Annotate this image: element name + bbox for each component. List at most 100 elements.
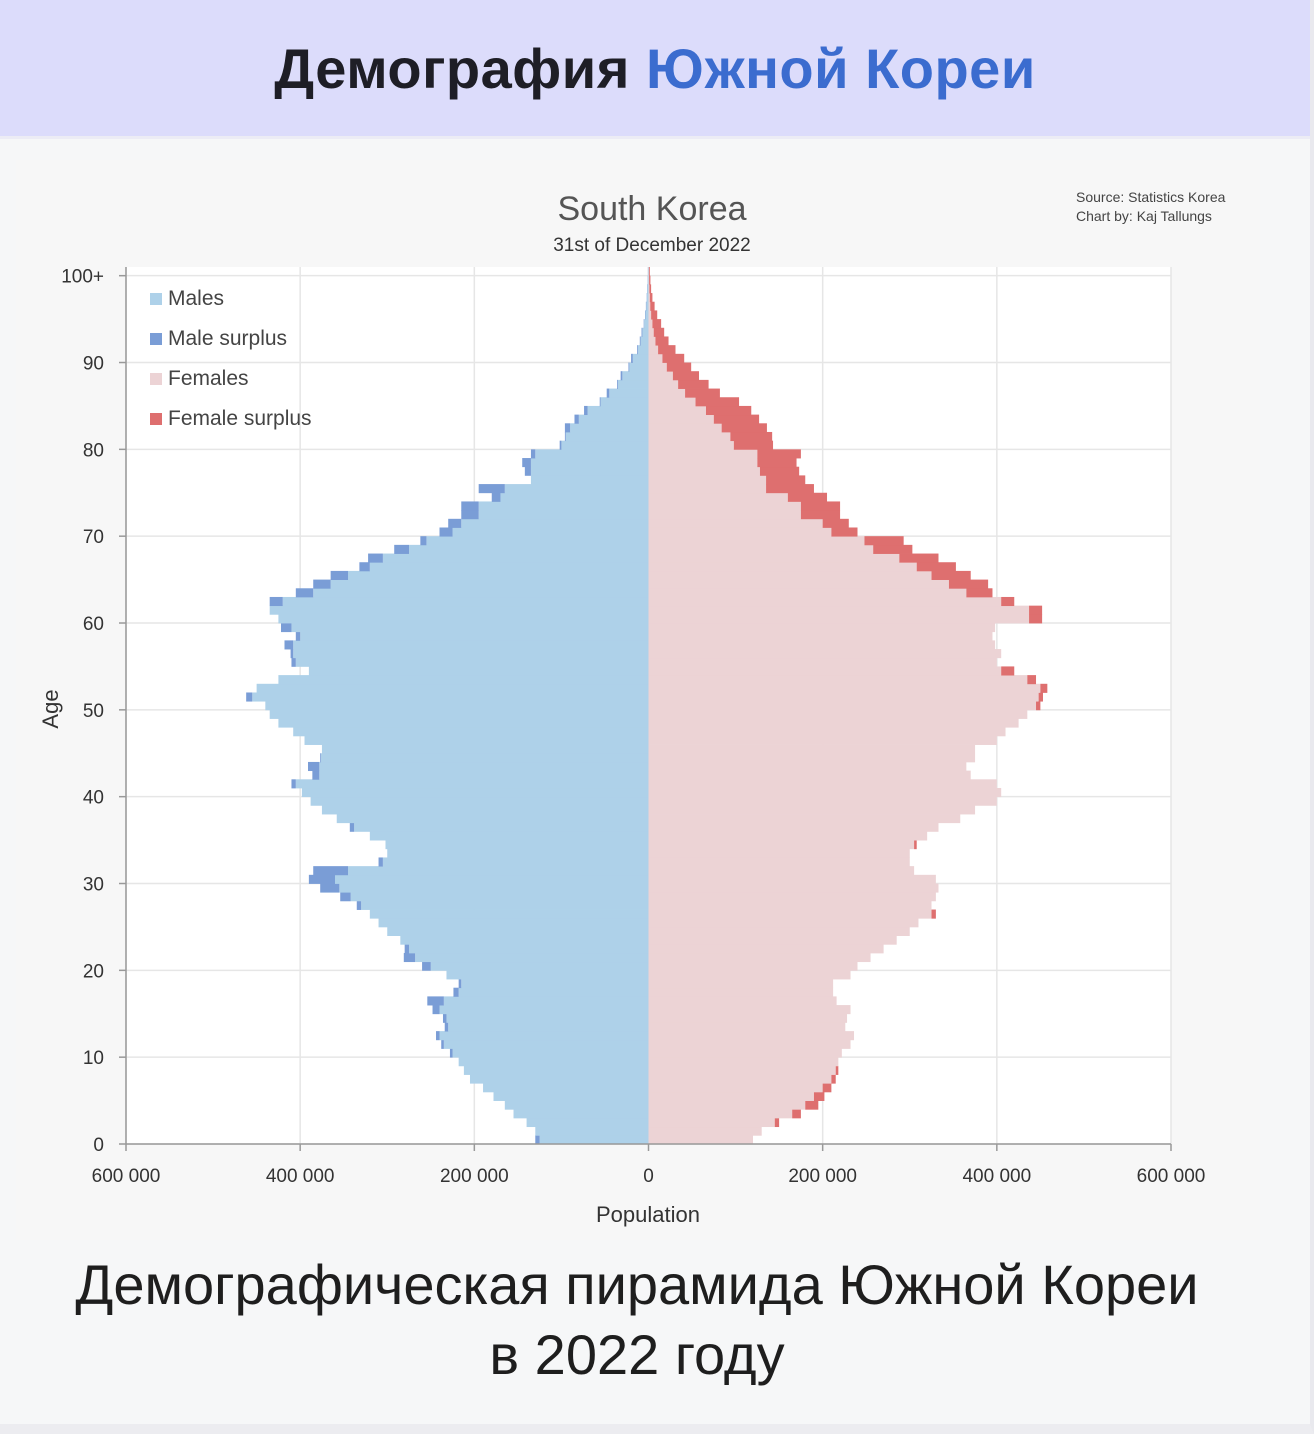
male-bar — [493, 1091, 649, 1101]
female-bar — [648, 666, 1002, 676]
male-bar — [378, 918, 649, 928]
male-bar — [443, 1039, 649, 1049]
male-surplus-bar — [599, 397, 601, 407]
male-bar — [622, 371, 649, 381]
male-bar — [463, 1065, 649, 1075]
male-surplus-bar — [631, 353, 633, 363]
male-bar — [565, 431, 649, 442]
male-bar — [646, 301, 649, 311]
female-bar — [648, 848, 910, 858]
female-bar — [648, 527, 832, 537]
male-bar — [446, 970, 649, 980]
male-bar — [645, 310, 649, 320]
legend-label: Males — [168, 287, 224, 310]
page-header: Демография Южной Кореи — [0, 0, 1310, 139]
male-bar — [293, 640, 649, 650]
female-bar — [648, 814, 961, 824]
male-bar — [369, 831, 649, 841]
male-bar — [629, 362, 649, 372]
male-bar — [319, 761, 649, 772]
y-tick-label: 10 — [83, 1048, 104, 1069]
male-surplus-bar — [403, 952, 416, 963]
female-bar — [648, 987, 834, 997]
male-bar — [361, 900, 649, 910]
male-surplus-bar — [295, 631, 301, 641]
female-surplus-bar — [766, 475, 806, 485]
female-bar — [648, 1091, 814, 1101]
female-surplus-bar — [672, 371, 700, 381]
male-bar — [301, 787, 649, 798]
female-bar — [648, 388, 686, 398]
male-bar — [415, 952, 649, 963]
male-surplus-bar — [420, 536, 427, 546]
female-surplus-bar — [1027, 675, 1037, 685]
female-bar — [648, 753, 976, 763]
male-bar — [426, 536, 649, 546]
legend-swatch — [150, 293, 162, 305]
female-bar — [648, 770, 971, 780]
male-bar — [609, 388, 649, 398]
male-bar — [570, 423, 649, 433]
male-surplus-bar — [522, 458, 531, 468]
female-surplus-bar — [948, 579, 989, 589]
male-surplus-bar — [461, 510, 479, 520]
male-bar — [321, 753, 649, 763]
male-surplus-bar — [530, 449, 536, 459]
x-axis-label: Population — [596, 1202, 700, 1227]
y-tick-label: 80 — [83, 440, 104, 461]
female-bar — [648, 275, 650, 285]
female-surplus-bar — [805, 1100, 819, 1110]
female-surplus-bar — [730, 431, 773, 442]
female-surplus-bar — [649, 284, 652, 294]
male-surplus-bar — [368, 553, 383, 563]
male-surplus-bar — [281, 623, 292, 633]
page-title: Демография Южной Кореи — [274, 36, 1036, 101]
female-surplus-bar — [648, 267, 650, 277]
male-bar — [256, 683, 649, 693]
female-surplus-bar — [1001, 666, 1015, 676]
male-surplus-bar — [308, 874, 335, 884]
male-bar — [504, 484, 649, 494]
female-surplus-bar — [757, 449, 801, 459]
female-bar — [648, 692, 1039, 702]
female-bar — [648, 909, 932, 919]
male-bar — [561, 440, 649, 450]
male-surplus-bar — [313, 866, 349, 876]
male-bar — [382, 857, 649, 867]
female-bar — [648, 1031, 855, 1041]
male-surplus-bar — [349, 822, 355, 832]
female-surplus-bar — [931, 909, 936, 919]
male-surplus-bar — [628, 362, 630, 372]
male-surplus-bar — [246, 692, 253, 702]
female-bar — [648, 796, 997, 806]
female-surplus-bar — [759, 466, 800, 476]
male-bar — [458, 1057, 649, 1067]
male-bar — [354, 822, 649, 832]
male-bar — [578, 414, 649, 424]
male-bar — [530, 458, 649, 468]
male-bar — [348, 866, 649, 876]
male-surplus-bar — [448, 518, 462, 528]
male-surplus-bar — [340, 892, 351, 902]
female-bar — [648, 605, 1030, 615]
y-tick-label: 40 — [83, 788, 104, 809]
female-surplus-bar — [774, 1117, 780, 1128]
male-bar — [647, 275, 649, 285]
female-surplus-bar — [1038, 692, 1043, 702]
male-bar — [335, 874, 649, 884]
female-bar — [648, 449, 758, 459]
female-bar — [648, 1039, 851, 1049]
female-surplus-bar — [658, 345, 676, 355]
male-bar — [446, 1013, 649, 1023]
female-surplus-bar — [899, 553, 939, 563]
male-surplus-bar — [427, 996, 444, 1006]
female-bar — [648, 805, 976, 815]
female-bar — [648, 1135, 753, 1145]
male-surplus-bar — [308, 761, 320, 772]
female-bar — [648, 744, 976, 754]
source-line-1: Source: Statistics Korea — [1076, 189, 1226, 205]
male-surplus-bar — [422, 961, 431, 971]
male-surplus-bar — [436, 1031, 440, 1041]
male-surplus-bar — [359, 562, 370, 572]
x-tick-label: 0 — [643, 1166, 654, 1187]
